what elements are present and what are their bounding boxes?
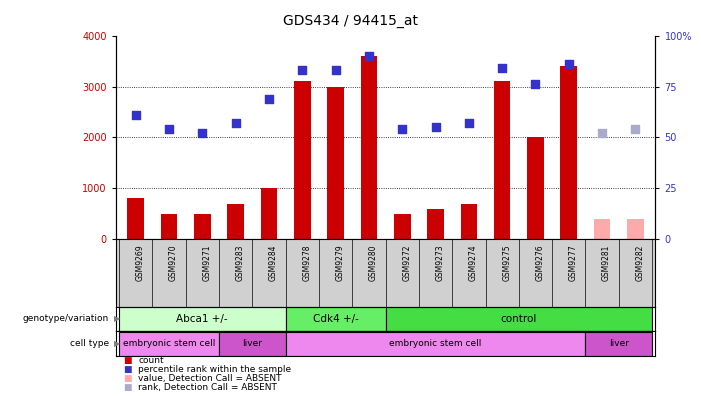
Bar [161,214,177,239]
Text: GSM9272: GSM9272 [402,245,411,281]
Bar [627,219,644,239]
Text: GSM9277: GSM9277 [569,245,578,281]
Text: ■: ■ [123,383,131,392]
Point [563,61,574,67]
Bar [394,214,411,239]
Text: percentile rank within the sample: percentile rank within the sample [138,365,291,374]
Bar [461,204,477,239]
Point [397,126,408,132]
Point [230,120,241,126]
Text: GDS434 / 94415_at: GDS434 / 94415_at [283,14,418,28]
Text: ▶: ▶ [114,314,121,324]
Text: GSM9274: GSM9274 [469,245,478,281]
Bar [194,214,210,239]
Text: GSM9273: GSM9273 [435,245,444,281]
Point [597,130,608,137]
Text: GSM9282: GSM9282 [635,245,644,281]
Bar [386,307,652,331]
Text: GSM9271: GSM9271 [203,245,211,281]
Bar [561,66,577,239]
Point [130,112,142,118]
Text: GSM9275: GSM9275 [502,245,511,281]
Text: ■: ■ [123,374,131,383]
Text: GSM9280: GSM9280 [369,245,378,281]
Point [530,81,541,88]
Text: liver: liver [608,339,629,348]
Bar [128,198,144,239]
Bar [285,307,386,331]
Text: ■: ■ [123,356,131,365]
Text: value, Detection Call = ABSENT: value, Detection Call = ABSENT [138,374,282,383]
Text: Cdk4 +/-: Cdk4 +/- [313,314,358,324]
Bar [294,82,311,239]
Text: GSM9278: GSM9278 [302,245,311,281]
Text: ▶: ▶ [114,339,121,348]
Bar [119,332,219,356]
Text: embryonic stem cell: embryonic stem cell [389,339,482,348]
Text: GSM9269: GSM9269 [136,245,144,281]
Bar [527,137,544,239]
Bar [119,307,285,331]
Text: liver: liver [243,339,262,348]
Text: count: count [138,356,164,365]
Point [496,65,508,71]
Point [163,126,175,132]
Point [264,95,275,102]
Text: GSM9281: GSM9281 [602,245,611,281]
Bar [594,219,611,239]
Bar [327,86,344,239]
Point [430,124,441,130]
Text: Abca1 +/-: Abca1 +/- [177,314,228,324]
Text: GSM9270: GSM9270 [169,245,178,281]
Text: rank, Detection Call = ABSENT: rank, Detection Call = ABSENT [138,383,277,392]
Bar [261,188,278,239]
Bar [227,204,244,239]
Text: ■: ■ [123,365,131,374]
Bar [427,209,444,239]
Point [463,120,475,126]
Point [629,126,641,132]
Bar [285,332,585,356]
Bar [219,332,285,356]
Text: GSM9279: GSM9279 [336,245,345,281]
Bar [585,332,652,356]
Point [363,53,374,59]
Text: control: control [501,314,537,324]
Bar [494,82,510,239]
Text: cell type: cell type [69,339,109,348]
Text: embryonic stem cell: embryonic stem cell [123,339,215,348]
Point [330,67,341,73]
Point [297,67,308,73]
Text: GSM9284: GSM9284 [269,245,278,281]
Point [197,130,208,137]
Bar [360,56,377,239]
Text: GSM9283: GSM9283 [236,245,245,281]
Text: GSM9276: GSM9276 [536,245,545,281]
Text: genotype/variation: genotype/variation [22,314,109,324]
